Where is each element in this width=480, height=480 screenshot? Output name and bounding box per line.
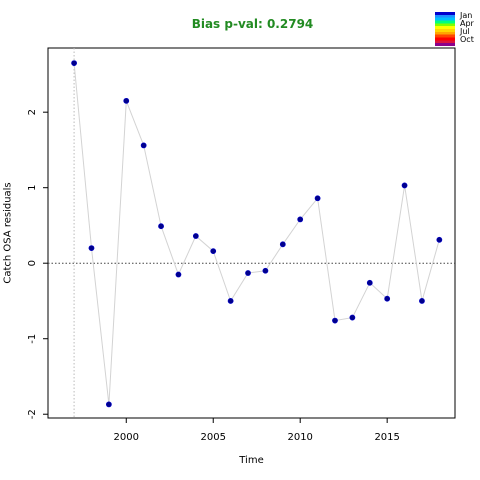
y-tick-label: 2 <box>27 109 38 115</box>
y-tick-label: 0 <box>27 260 38 266</box>
data-point <box>436 236 443 243</box>
x-axis-label: Time <box>239 455 264 466</box>
data-point <box>297 216 304 223</box>
data-point <box>384 295 391 302</box>
y-tick-label: 1 <box>27 185 38 191</box>
series-line <box>73 63 440 405</box>
legend-label-jul: Jul <box>460 27 470 36</box>
x-tick-label: 2015 <box>374 432 399 443</box>
month-legend: Jan Apr Jul Oct <box>435 12 480 46</box>
data-point <box>349 314 356 321</box>
data-point <box>175 271 182 278</box>
data-point <box>192 233 199 239</box>
data-point <box>401 182 408 189</box>
data-point <box>210 248 217 255</box>
data-point <box>71 60 77 67</box>
data-point <box>314 195 321 202</box>
data-point <box>262 267 269 274</box>
legend-label-oct: Oct <box>460 35 474 44</box>
data-point <box>123 97 130 104</box>
data-point <box>227 298 234 304</box>
x-tick-label: 2010 <box>287 432 312 443</box>
legend-label-apr: Apr <box>460 19 474 28</box>
data-point <box>366 279 373 286</box>
x-tick-label: 2005 <box>201 432 226 443</box>
y-tick-label: -2 <box>27 409 38 419</box>
month-color-bar <box>435 12 455 46</box>
data-point <box>105 401 112 408</box>
y-axis-label: Catch OSA residuals <box>2 182 14 284</box>
data-point <box>88 245 95 252</box>
legend-label-jan: Jan <box>460 11 473 20</box>
data-point <box>158 223 164 230</box>
y-tick-label: -1 <box>27 334 38 344</box>
data-point <box>245 270 251 276</box>
x-tick-label: 2000 <box>114 432 139 443</box>
data-point <box>140 142 147 149</box>
chart-title: Bias p-val: 0.2794 <box>191 17 314 31</box>
data-point <box>419 298 425 304</box>
data-point <box>332 317 338 324</box>
plot-frame <box>47 47 456 419</box>
data-point <box>279 241 286 248</box>
